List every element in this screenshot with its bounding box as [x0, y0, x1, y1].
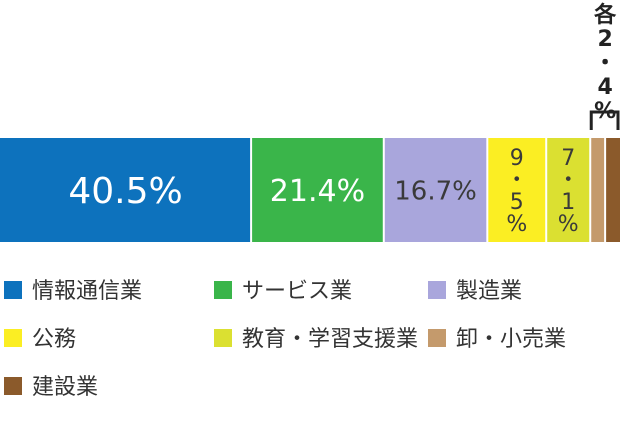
data-label-2: 21.4% — [270, 174, 365, 209]
shared-label-bracket — [589, 110, 620, 130]
shared-data-label: 各 2 ・ 4% — [593, 2, 617, 124]
legend-swatch-6 — [428, 329, 446, 347]
legend-swatch-4 — [4, 329, 22, 347]
legend-swatch-5 — [214, 329, 232, 347]
bar-segment-6 — [590, 138, 606, 242]
data-label-4: 9 ・ 5% — [506, 146, 528, 237]
data-label-3: 16.7% — [394, 176, 477, 206]
legend-swatch-3 — [428, 281, 446, 299]
legend-label-3: 製造業 — [456, 279, 522, 304]
bar-segment-2 — [251, 138, 384, 242]
bar-segment-7 — [605, 138, 620, 242]
legend-label-6: 卸・小売業 — [456, 327, 566, 352]
legend-swatch-7 — [4, 377, 22, 395]
legend-label-2: サービス業 — [242, 279, 352, 304]
legend-label-5: 教育・学習支援業 — [242, 327, 418, 352]
bar-segment-5 — [546, 138, 591, 242]
data-label-1: 40.5% — [68, 171, 182, 212]
bar-segment-3 — [383, 138, 488, 242]
legend-label-4: 公務 — [32, 327, 76, 352]
bar-segment-1 — [0, 138, 252, 242]
legend-label-7: 建設業 — [32, 375, 98, 400]
data-label-5: 7 ・ 1% — [557, 146, 579, 237]
bar-segment-4 — [487, 138, 547, 242]
legend-swatch-2 — [214, 281, 232, 299]
legend-label-1: 情報通信業 — [32, 279, 142, 304]
legend-swatch-1 — [4, 281, 22, 299]
